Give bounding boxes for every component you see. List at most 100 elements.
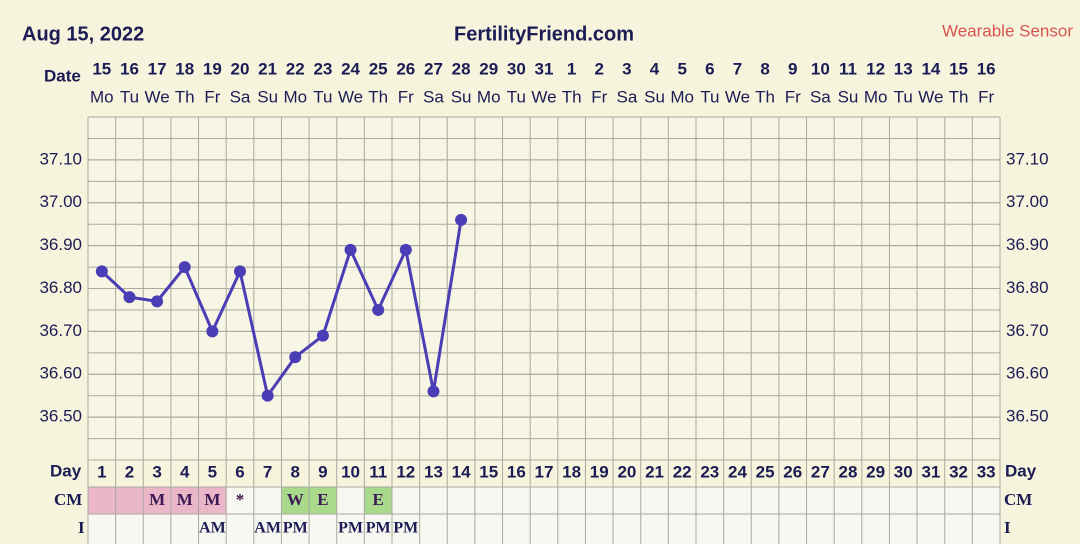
- weekday-label: Su: [257, 87, 278, 106]
- temperature-point: [95, 265, 108, 278]
- cm-cell: [115, 487, 144, 514]
- cm-cell: [88, 487, 116, 514]
- date-label: 9: [788, 59, 797, 78]
- day-label: 6: [235, 462, 244, 481]
- temperature-point: [344, 243, 357, 256]
- day-label: 31: [921, 462, 940, 481]
- date-label: 16: [977, 59, 996, 78]
- cm-cell: [309, 487, 337, 514]
- y-tick-label: 36.70: [1006, 321, 1049, 340]
- cm-cell: [170, 487, 199, 514]
- date-label: 21: [258, 59, 277, 78]
- day-label: 1: [97, 462, 106, 481]
- intercourse-label: PM: [283, 520, 308, 537]
- weekday-label: Fr: [204, 87, 220, 106]
- weekday-label: Th: [368, 87, 388, 106]
- date-label: Aug 15, 2022: [22, 23, 144, 45]
- cm-row: [88, 487, 1000, 514]
- weekday-label: Tu: [700, 87, 719, 106]
- y-tick-label: 37.00: [39, 192, 82, 211]
- day-label: 9: [318, 462, 327, 481]
- cm-cell: [198, 487, 227, 514]
- cm-label: M: [149, 490, 165, 509]
- weekday-label: Mo: [670, 87, 694, 106]
- date-label: 5: [677, 59, 686, 78]
- weekday-label: We: [144, 87, 169, 106]
- weekday-label: Su: [644, 87, 665, 106]
- weekday-label: Sa: [810, 87, 831, 106]
- day-label: 27: [811, 462, 830, 481]
- date-label: 16: [120, 59, 139, 78]
- date-label: 13: [894, 59, 913, 78]
- date-label: 25: [369, 59, 388, 78]
- weekday-label: Tu: [313, 87, 332, 106]
- weekday-label: Th: [562, 87, 582, 106]
- day-label: 11: [369, 462, 387, 481]
- cm-label: E: [373, 490, 384, 509]
- weekday-label: Sa: [423, 87, 444, 106]
- date-label: 12: [866, 59, 885, 78]
- weekday-label: We: [918, 87, 943, 106]
- intercourse-label: AM: [254, 520, 281, 537]
- y-tick-label: 36.50: [1006, 407, 1049, 426]
- temperature-point: [372, 303, 385, 316]
- temperature-point: [316, 329, 329, 342]
- temperature-point: [234, 265, 246, 278]
- intercourse-label: PM: [393, 520, 418, 537]
- cm-cell: [281, 487, 310, 514]
- weekday-label: Fr: [591, 87, 607, 106]
- subtitle: Wearable Sensor: [942, 21, 1073, 40]
- weekday-label: Mo: [864, 87, 888, 106]
- cm-row-label: CM: [1004, 490, 1032, 509]
- y-tick-label: 36.60: [1006, 364, 1049, 383]
- temperature-point: [261, 389, 274, 402]
- y-tick-label: 36.60: [39, 364, 82, 383]
- date-label: 10: [811, 59, 830, 78]
- cm-label: E: [317, 490, 328, 509]
- date-label: 11: [839, 59, 857, 78]
- i-row-label: I: [78, 518, 85, 537]
- day-label: 12: [396, 462, 415, 481]
- date-label: 17: [148, 59, 167, 78]
- cm-label: M: [204, 490, 220, 509]
- weekday-label: Th: [949, 87, 969, 106]
- y-tick-label: 37.10: [1006, 149, 1049, 168]
- temperature-point: [399, 243, 412, 256]
- weekday-label: Mo: [283, 87, 307, 106]
- date-label: 30: [507, 59, 526, 78]
- chart-title: FertilityFriend.com: [454, 23, 634, 45]
- weekday-label: We: [725, 87, 750, 106]
- date-label: 6: [705, 59, 714, 78]
- temperature-line: [100, 219, 463, 400]
- day-label: 19: [590, 462, 609, 481]
- day-label: 23: [700, 462, 719, 481]
- date-label: 26: [396, 59, 415, 78]
- cm-cell: [143, 487, 171, 514]
- day-label: 25: [756, 462, 775, 481]
- weekday-label: Tu: [507, 87, 526, 106]
- day-label: 22: [673, 462, 692, 481]
- intercourse-label: AM: [199, 520, 226, 537]
- intercourse-label: PM: [338, 520, 363, 537]
- date-label: 22: [286, 59, 305, 78]
- temperature-point: [178, 261, 191, 274]
- date-label: 1: [567, 59, 576, 78]
- day-label: 28: [839, 462, 858, 481]
- date-label: 3: [622, 59, 631, 78]
- date-label: 29: [479, 59, 498, 78]
- weekday-label: Sa: [230, 87, 251, 106]
- day-label: 21: [645, 462, 664, 481]
- day-label: 24: [728, 462, 747, 481]
- date-label: 15: [949, 59, 968, 78]
- y-tick-label: 37.00: [1006, 192, 1049, 211]
- weekday-label: Su: [451, 87, 472, 106]
- date-label: 20: [231, 59, 250, 78]
- day-label: 2: [125, 462, 134, 481]
- date-label: 24: [341, 59, 360, 78]
- weekday-label: Mo: [477, 87, 501, 106]
- date-label: 27: [424, 59, 443, 78]
- day-label: 20: [617, 462, 636, 481]
- date-label: 2: [595, 59, 604, 78]
- weekday-label: We: [338, 87, 363, 106]
